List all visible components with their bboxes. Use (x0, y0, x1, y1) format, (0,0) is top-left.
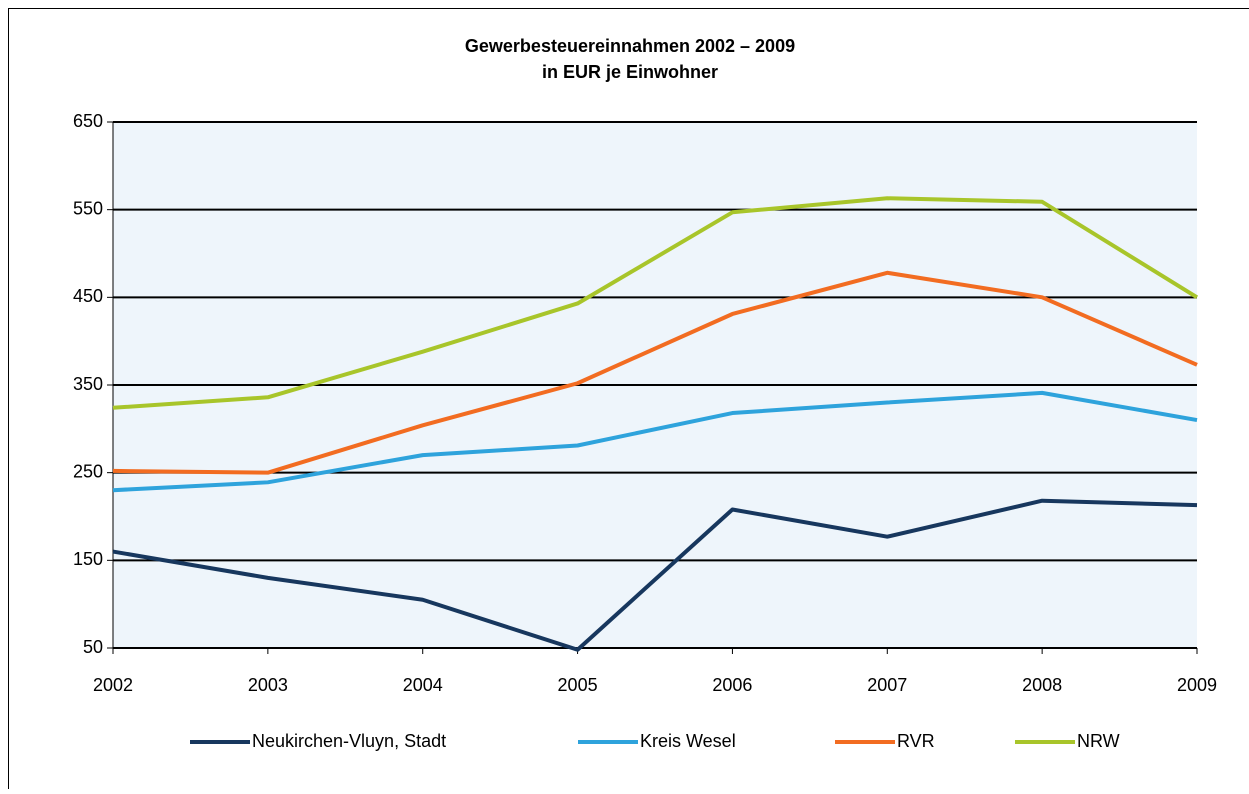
legend-label: RVR (897, 731, 935, 751)
y-tick-label: 250 (73, 461, 103, 481)
chart-title: Gewerbesteuereinnahmen 2002 – 2009 (465, 36, 795, 56)
y-tick-label: 50 (83, 637, 103, 657)
x-tick-label: 2003 (248, 675, 288, 695)
y-tick-label: 350 (73, 374, 103, 394)
x-tick-label: 2007 (867, 675, 907, 695)
x-tick-label: 2008 (1022, 675, 1062, 695)
legend-label: NRW (1077, 731, 1120, 751)
y-tick-label: 550 (73, 198, 103, 218)
legend-label: Neukirchen-Vluyn, Stadt (252, 731, 446, 751)
legend-label: Kreis Wesel (640, 731, 736, 751)
x-tick-label: 2004 (403, 675, 443, 695)
y-tick-label: 450 (73, 286, 103, 306)
x-tick-label: 2009 (1177, 675, 1217, 695)
x-tick-label: 2006 (712, 675, 752, 695)
chart-subtitle: in EUR je Einwohner (542, 62, 718, 82)
x-tick-label: 2005 (558, 675, 598, 695)
x-tick-label: 2002 (93, 675, 133, 695)
y-tick-label: 650 (73, 111, 103, 131)
y-tick-label: 150 (73, 549, 103, 569)
